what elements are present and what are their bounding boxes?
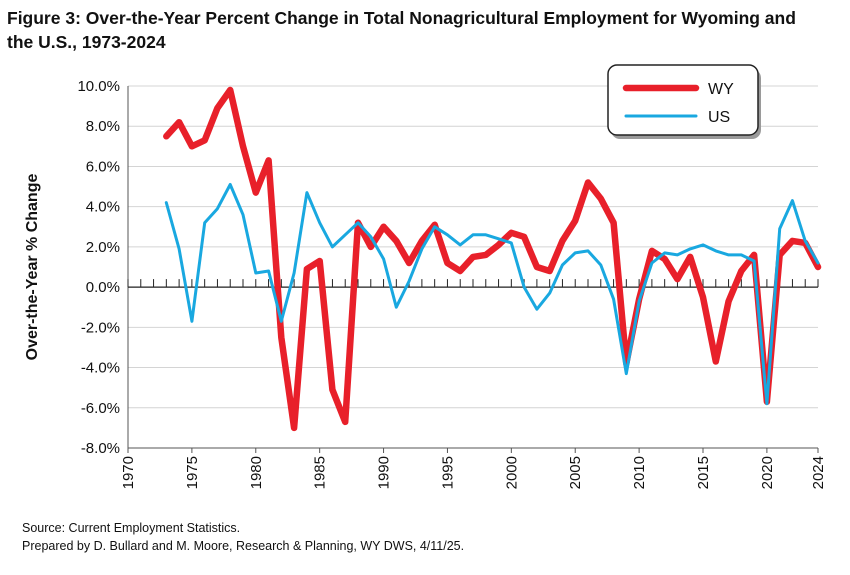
x-tick-label: 1970 (120, 456, 137, 489)
x-tick-label: 1995 (439, 456, 456, 489)
x-tick-label: 1975 (184, 456, 201, 489)
chart-title-line1: Figure 3: Over-the-Year Percent Change i… (7, 8, 796, 28)
x-tick-label: 1985 (312, 456, 329, 489)
axes: -8.0% -6.0% -4.0% -2.0% 0.0% 2.0% 4.0% 6.0% 8.0%… (24, 78, 827, 489)
y-tick-label: 4.0% (86, 199, 120, 216)
y-tick-label: 8.0% (86, 118, 120, 135)
x-tick-label: 1980 (248, 456, 265, 489)
x-tick-label: 2010 (631, 456, 648, 489)
y-tick-label: -2.0% (81, 319, 120, 336)
y-tick-label: 10.0% (77, 78, 120, 95)
source-note: Source: Current Employment Statistics. P… (22, 519, 464, 555)
legend: WY US (607, 64, 761, 139)
x-tick-label: 2000 (503, 456, 520, 489)
y-tick-label: -4.0% (81, 360, 120, 377)
chart-title: Figure 3: Over-the-Year Percent Change i… (7, 6, 807, 54)
series-line-wy (163, 86, 822, 432)
y-tick-label: 6.0% (86, 158, 120, 175)
y-axis-title: Over-the-Year % Change (24, 174, 41, 361)
y-tick-label: 0.0% (86, 279, 120, 296)
legend-label-wy: WY (708, 81, 734, 98)
x-tick-label: 2020 (759, 456, 776, 489)
series-lines (163, 86, 822, 432)
y-tick-label: 2.0% (86, 239, 120, 256)
x-tick-label: 2015 (695, 456, 712, 489)
y-tick-label: -6.0% (81, 400, 120, 417)
x-tick-label: 2024 (810, 456, 827, 489)
x-tick-label: 2005 (567, 456, 584, 489)
chart-title-line2: the U.S., 1973-2024 (7, 32, 166, 52)
series-line-us (164, 183, 820, 406)
source-line1: Source: Current Employment Statistics. (22, 521, 241, 535)
legend-box (607, 64, 759, 136)
gridlines (128, 85, 818, 449)
source-line2: Prepared by D. Bullard and M. Moore, Res… (22, 539, 465, 553)
y-tick-label: -8.0% (81, 440, 120, 457)
legend-label-us: US (708, 109, 730, 126)
x-tick-label: 1990 (376, 456, 393, 489)
